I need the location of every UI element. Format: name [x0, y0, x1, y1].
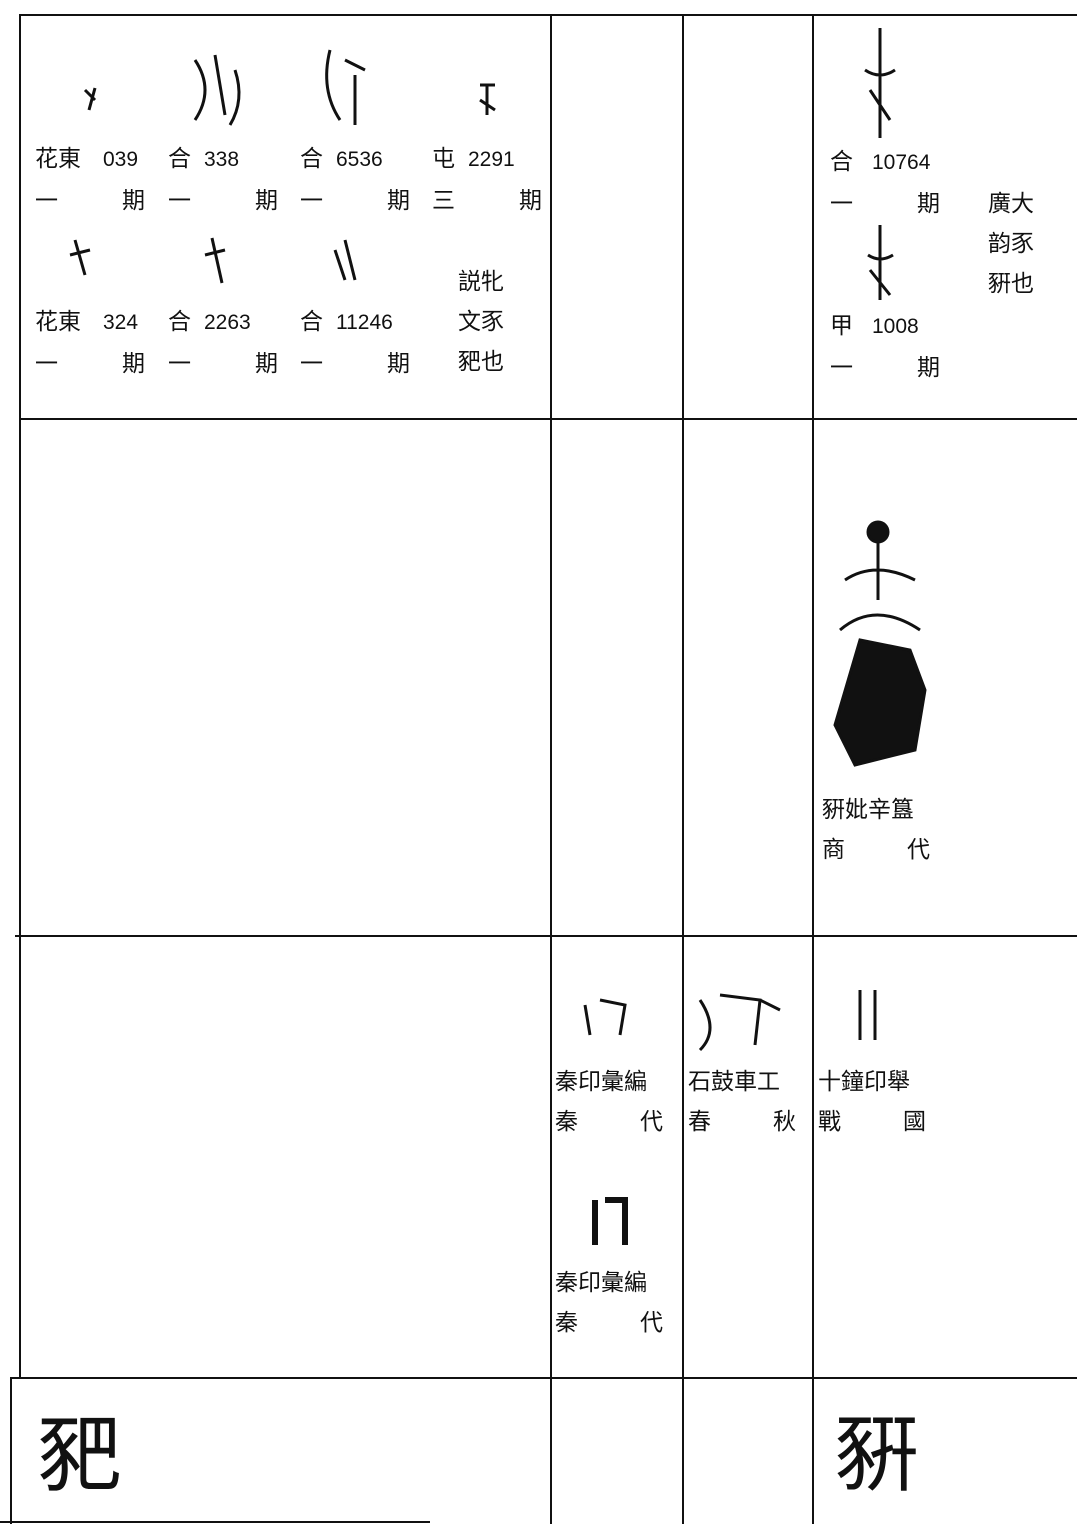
glyph: [698, 993, 781, 1052]
period: 一 期: [830, 355, 940, 381]
glyph: [839, 540, 921, 632]
source: 合: [168, 146, 191, 172]
note: 廣大: [988, 191, 1034, 217]
source: 石鼓車工: [688, 1069, 780, 1095]
glyph: [867, 225, 894, 300]
character: 豣: [835, 1406, 920, 1504]
glyph: [193, 54, 241, 126]
glyph: [592, 1197, 628, 1245]
glyph: [83, 87, 97, 111]
rule: [10, 1378, 12, 1524]
period: 商 代: [822, 837, 930, 863]
rule: [550, 15, 552, 1524]
note: 文豕: [458, 309, 504, 335]
number: 11246: [336, 311, 393, 334]
period: 一 期: [168, 188, 278, 214]
period: 秦 代: [555, 1310, 663, 1336]
source: 合: [830, 149, 853, 175]
source: 秦印彙編: [555, 1270, 647, 1296]
rule: [682, 15, 684, 1524]
source: 合: [300, 146, 323, 172]
period: 一 期: [35, 188, 145, 214]
number: 338: [204, 148, 240, 171]
source: 十鐘印舉: [818, 1069, 910, 1095]
source: 合: [300, 309, 323, 335]
glyph: [333, 239, 357, 281]
source: 豣妣辛簋: [822, 797, 914, 823]
glyph: [833, 638, 927, 767]
number: 6536: [336, 148, 383, 171]
source: 花東: [35, 309, 81, 335]
period: 秦 代: [555, 1109, 663, 1135]
glyph: [204, 237, 226, 284]
glyph: [69, 239, 91, 276]
rule: [0, 1521, 430, 1523]
source: 合: [168, 309, 191, 335]
number: 2291: [468, 148, 515, 171]
source: 屯: [432, 146, 455, 172]
glyph: [325, 49, 366, 125]
rule: [812, 15, 814, 1524]
rule: [20, 14, 1077, 16]
period: 一 期: [300, 188, 410, 214]
rule: [19, 14, 21, 1378]
number: 2263: [204, 311, 251, 334]
source: 花東: [35, 146, 81, 172]
note: 豝也: [458, 349, 504, 375]
source: 甲: [830, 313, 853, 339]
period: 一 期: [168, 351, 278, 377]
glyph: [858, 990, 877, 1040]
number: 10764: [872, 151, 931, 174]
source: 秦印彙編: [555, 1069, 647, 1095]
number: 039: [103, 148, 139, 171]
note: 韵豕: [988, 231, 1034, 257]
period: 春 秋: [688, 1109, 796, 1135]
glyph: [583, 998, 627, 1036]
rule: [10, 1377, 1077, 1379]
period: 一 期: [300, 351, 410, 377]
number: 1008: [872, 315, 919, 338]
rule: [15, 935, 1077, 937]
note: 説牝: [458, 269, 504, 295]
glyph: [864, 28, 896, 138]
number: 324: [103, 311, 139, 334]
period: 三 期: [432, 188, 542, 214]
note: 豣也: [988, 271, 1034, 297]
period: 一 期: [830, 191, 940, 217]
period: 戰 國: [818, 1109, 926, 1135]
character: 豝: [38, 1406, 123, 1504]
period: 一 期: [35, 351, 145, 377]
glyph: [866, 520, 890, 544]
glyph: [479, 83, 496, 115]
rule: [20, 418, 1077, 420]
